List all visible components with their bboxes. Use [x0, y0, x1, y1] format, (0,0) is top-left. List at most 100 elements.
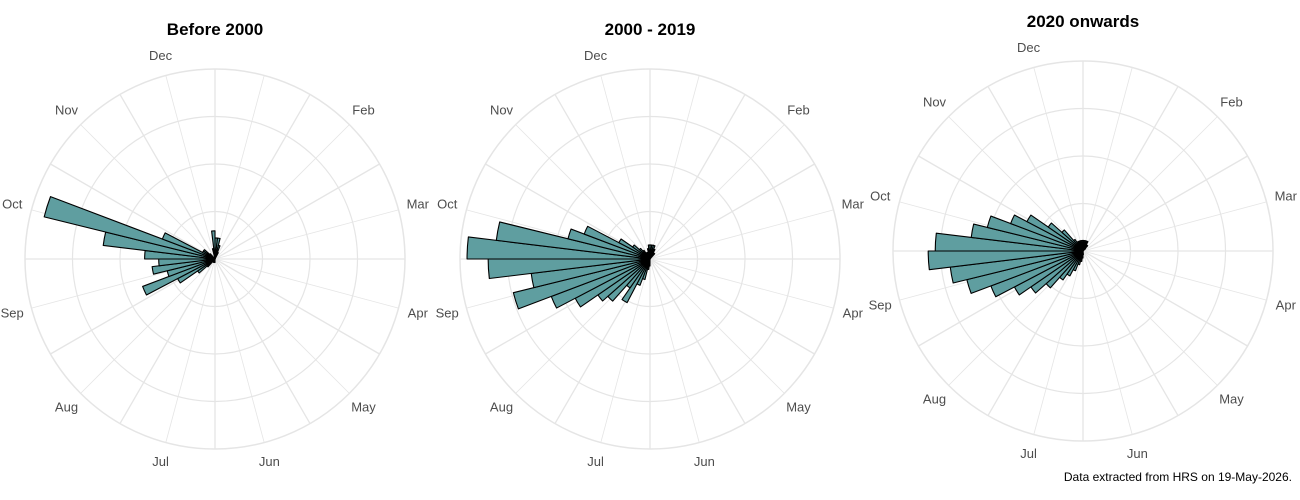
rose-bar — [649, 252, 656, 260]
grid-spoke-major — [50, 163, 216, 260]
polar-chart-1: Feb Mar Apr May Jun Jul Aug Sep Oct Nov Dec — [1, 48, 430, 469]
grid-spoke-minor — [649, 75, 700, 260]
rose-bar — [1026, 214, 1084, 252]
grid-spoke-major — [649, 163, 815, 260]
rose-bar — [1081, 239, 1084, 252]
rose-bar — [151, 258, 216, 275]
grid-spoke-minor — [80, 258, 216, 394]
grid-spoke-minor — [649, 258, 700, 443]
grid-spoke-minor — [165, 258, 216, 443]
grid-spoke-minor — [165, 75, 216, 260]
chart-panel-3: Feb Mar Apr May Jun Jul Aug Sep Oct Nov Dec 2020 o… — [868, 0, 1298, 470]
month-label-jun: Jun — [694, 454, 715, 469]
grid-spoke-minor — [1082, 250, 1133, 435]
chart-title: 2000 - 2019 — [604, 20, 696, 39]
grid-spoke-minor — [1082, 116, 1218, 252]
grid-spoke-major — [1082, 250, 1179, 416]
month-label-feb: Feb — [352, 103, 374, 118]
month-label-aug: Aug — [490, 400, 513, 415]
month-label-sep: Sep — [869, 297, 892, 312]
grid-spoke-minor — [649, 258, 785, 394]
grid-spoke-major — [987, 86, 1084, 252]
grid-spoke-major — [119, 94, 216, 260]
month-label-feb: Feb — [1220, 95, 1242, 110]
rose-bar — [512, 258, 651, 310]
grid-spoke-minor — [649, 124, 785, 260]
grid-spoke-minor — [649, 209, 834, 260]
month-label-oct: Oct — [437, 197, 458, 212]
rose-bar — [209, 253, 216, 260]
grid-spoke-minor — [214, 258, 265, 443]
grid-spoke-major — [987, 250, 1084, 416]
month-label-aug: Aug — [55, 400, 78, 415]
month-label-apr: Apr — [1276, 297, 1297, 312]
month-label-oct: Oct — [870, 189, 891, 204]
grid-spoke-minor — [948, 116, 1084, 252]
month-label-mar: Mar — [407, 197, 430, 212]
month-label-dec: Dec — [1017, 40, 1041, 55]
grid-spoke-major — [214, 258, 311, 424]
month-label-sep: Sep — [1, 305, 24, 320]
month-label-oct: Oct — [2, 197, 23, 212]
month-label-may: May — [351, 400, 376, 415]
grid-spoke-major — [214, 163, 380, 260]
grid-spoke-minor — [649, 258, 834, 309]
month-label-mar: Mar — [1275, 189, 1298, 204]
grid-spoke-minor — [1033, 250, 1084, 435]
month-label-aug: Aug — [923, 392, 946, 407]
rose-bar — [43, 196, 216, 260]
grid-spoke-major — [649, 258, 815, 355]
rose-bar — [927, 250, 1084, 271]
month-label-apr: Apr — [843, 305, 864, 320]
grid-spoke-minor — [214, 75, 265, 260]
month-label-jul: Jul — [152, 454, 169, 469]
grid-spoke-major — [1082, 86, 1179, 252]
grid-spoke-major — [214, 258, 380, 355]
month-label-mar: Mar — [842, 197, 865, 212]
grid-spoke-major — [554, 94, 651, 260]
month-label-may: May — [786, 400, 811, 415]
data-source-caption: Data extracted from HRS on 19-May-2026. — [1063, 470, 1292, 484]
month-label-jun: Jun — [259, 454, 280, 469]
polar-chart-2: Feb Mar Apr May Jun Jul Aug Sep Oct Nov Dec — [436, 48, 865, 469]
grid-spoke-major — [1082, 155, 1248, 252]
grid-spoke-minor — [214, 209, 399, 260]
chart-panel-1: Feb Mar Apr May Jun Jul Aug Sep Oct Nov Dec Before… — [0, 0, 430, 470]
grid-spoke-major — [119, 258, 216, 424]
rose-bar — [161, 232, 216, 260]
month-label-dec: Dec — [149, 48, 173, 63]
grid-spoke-minor — [1082, 250, 1267, 301]
chart-title: 2020 onwards — [1026, 12, 1140, 31]
grid-spoke-minor — [214, 258, 350, 394]
month-label-jul: Jul — [1020, 446, 1037, 461]
grid-spoke-minor — [600, 258, 651, 443]
month-label-nov: Nov — [55, 103, 79, 118]
month-label-jun: Jun — [1127, 446, 1148, 461]
chart-panel-2: Feb Mar Apr May Jun Jul Aug Sep Oct Nov Dec 2000 -… — [435, 0, 865, 470]
grid-spoke-major — [1082, 250, 1248, 347]
month-label-nov: Nov — [923, 95, 947, 110]
rose-bar — [214, 251, 219, 260]
grid-spoke-minor — [80, 124, 216, 260]
month-label-feb: Feb — [787, 103, 809, 118]
grid-spoke-major — [649, 94, 746, 260]
month-label-apr: Apr — [408, 305, 429, 320]
grid-spoke-minor — [214, 258, 399, 309]
grid-spoke-minor — [1082, 250, 1218, 386]
month-label-dec: Dec — [584, 48, 608, 63]
grid-spoke-minor — [1082, 201, 1267, 252]
month-label-may: May — [1219, 392, 1244, 407]
rose-bar — [1082, 247, 1087, 252]
grid-spoke-minor — [1033, 67, 1084, 252]
month-label-nov: Nov — [490, 103, 514, 118]
polar-chart-3: Feb Mar Apr May Jun Jul Aug Sep Oct Nov Dec — [869, 40, 1298, 461]
grid-spoke-major — [649, 258, 746, 424]
grid-spoke-major — [214, 94, 311, 260]
rose-bar — [142, 258, 216, 296]
grid-spoke-minor — [600, 75, 651, 260]
grid-spoke-minor — [214, 124, 350, 260]
grid-spoke-minor — [1082, 67, 1133, 252]
month-label-jul: Jul — [587, 454, 604, 469]
month-label-sep: Sep — [436, 305, 459, 320]
rose-bar — [211, 230, 216, 260]
